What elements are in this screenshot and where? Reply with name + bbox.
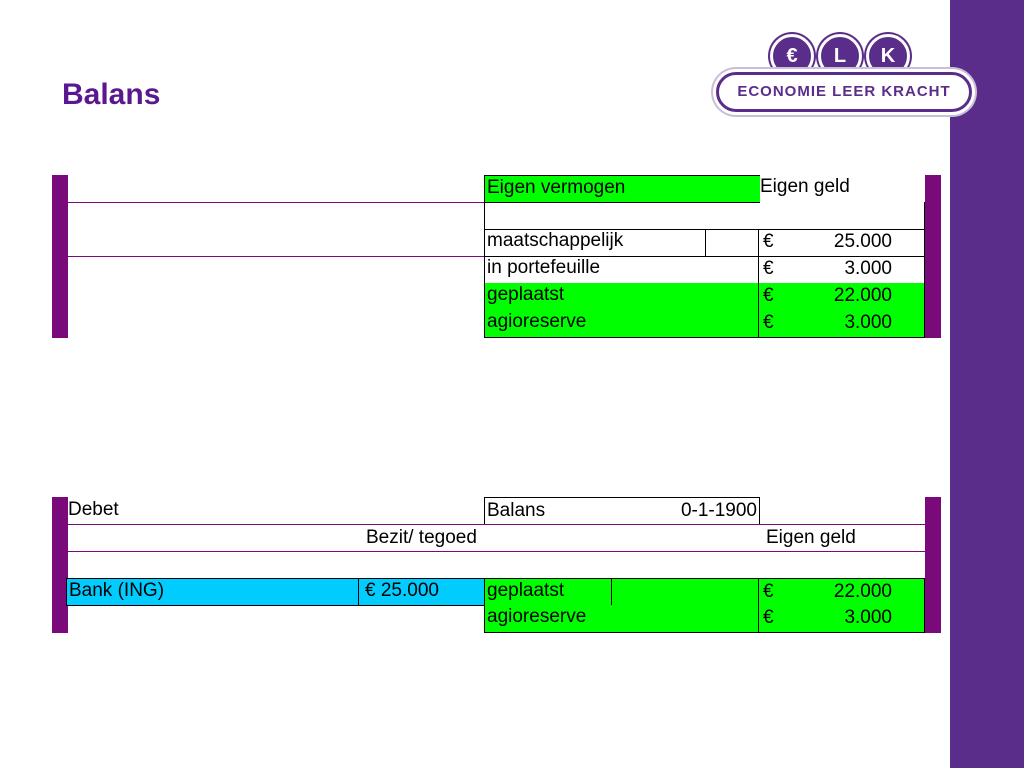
elk-logo: € L K ECONOMIE LEER KRACHT xyxy=(716,34,972,114)
currency-symbol: € xyxy=(763,231,774,252)
row-amount-cell: € 3.000 xyxy=(758,256,925,284)
row-amount-cell: € 3.000 xyxy=(758,310,925,338)
row-amount: 25.000 xyxy=(833,231,892,252)
right-sidebar xyxy=(950,0,1024,768)
row-amount-cell: € 25.000 xyxy=(758,229,925,257)
currency-symbol: € xyxy=(763,285,774,306)
row-amount: 22.000 xyxy=(833,285,892,306)
row-amount-cell: € 3.000 xyxy=(758,605,925,633)
row-divider xyxy=(68,256,485,257)
right-purple-bar xyxy=(925,497,941,633)
balans-header: Balans 0-1-1900 xyxy=(484,497,760,525)
row-amount: 3.000 xyxy=(844,258,892,279)
balans-label: Balans xyxy=(487,500,546,521)
header-eigen-vermogen: Eigen vermogen xyxy=(484,175,760,203)
empty-row xyxy=(484,202,925,230)
row-amount-cell: € 22.000 xyxy=(758,283,925,311)
row-label: geplaatst xyxy=(484,578,612,606)
row-amount: 3.000 xyxy=(844,312,892,333)
logo-text: ECONOMIE LEER KRACHT xyxy=(737,83,951,100)
row-divider xyxy=(68,551,925,552)
currency-symbol: € xyxy=(763,258,774,279)
balans-date: 0-1-1900 xyxy=(680,500,757,521)
bank-label: Bank (ING) xyxy=(66,578,359,606)
debet-label: Debet xyxy=(68,499,119,520)
currency-symbol: € xyxy=(763,312,774,333)
row-divider xyxy=(68,202,485,203)
right-purple-bar xyxy=(925,175,941,338)
row-label: agioreserve xyxy=(484,605,760,633)
row-label: agioreserve xyxy=(484,310,760,338)
left-purple-bar xyxy=(52,175,68,338)
currency-symbol: € xyxy=(763,607,774,628)
row-amount: 3.000 xyxy=(844,607,892,628)
logo-k-circle: K xyxy=(866,34,910,78)
slide-title: Balans xyxy=(62,78,161,111)
empty-cell xyxy=(611,578,760,606)
bezit-tegoed-label: Bezit/ tegoed xyxy=(366,527,477,548)
logo-banner: ECONOMIE LEER KRACHT xyxy=(716,72,972,112)
row-label: in portefeuille xyxy=(484,256,760,284)
left-purple-bar xyxy=(52,497,68,633)
empty-cell xyxy=(705,229,759,257)
logo-euro-circle: € xyxy=(770,34,814,78)
bank-amount: € 25.000 xyxy=(358,578,485,606)
currency-symbol: € xyxy=(763,581,774,602)
header-eigen-geld: Eigen geld xyxy=(760,176,850,197)
eigen-geld-label: Eigen geld xyxy=(766,527,856,548)
row-amount-cell: € 22.000 xyxy=(758,578,925,606)
row-label: geplaatst xyxy=(484,283,760,311)
row-label: maatschappelijk xyxy=(484,229,706,257)
row-amount: 22.000 xyxy=(833,581,892,602)
row-divider xyxy=(68,524,925,525)
